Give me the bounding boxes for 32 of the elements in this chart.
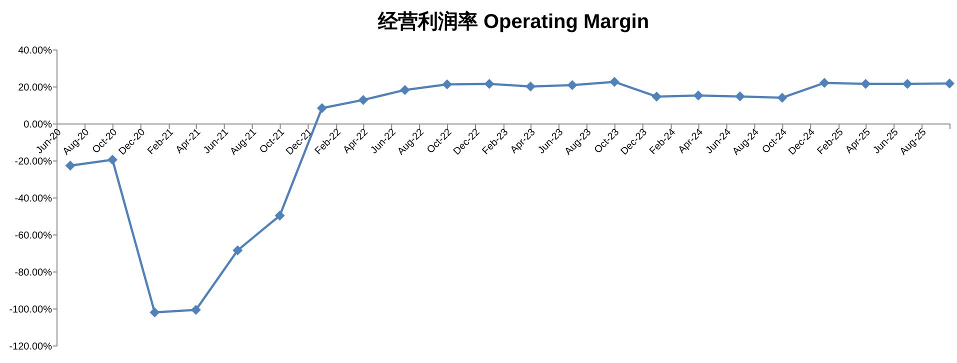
point xyxy=(609,76,620,87)
y-tick-label: 0.00% xyxy=(24,120,52,130)
point xyxy=(400,84,410,95)
chart-title: 经营利润率 Operating Margin xyxy=(376,10,650,33)
y-tick-label: 40.00% xyxy=(18,46,52,56)
point xyxy=(777,92,788,103)
point xyxy=(107,154,118,165)
point xyxy=(232,245,243,256)
y-tick-label: -40.00% xyxy=(14,194,52,204)
point xyxy=(316,103,327,114)
point xyxy=(65,160,76,171)
point xyxy=(902,78,912,89)
y-tick-label: -100.00% xyxy=(9,304,52,316)
point xyxy=(735,91,746,102)
point xyxy=(150,307,160,318)
point xyxy=(819,78,830,88)
point xyxy=(526,81,536,92)
point xyxy=(693,90,704,101)
point xyxy=(860,78,871,89)
point xyxy=(944,78,955,88)
y-tick-label: -120.00% xyxy=(9,342,52,352)
y-tick-label: -80.00% xyxy=(14,268,52,278)
point xyxy=(274,210,285,221)
point xyxy=(652,92,662,102)
y-tick-label: -60.00% xyxy=(14,230,52,242)
y-tick-label: -20.00% xyxy=(14,156,52,168)
y-tick-label: 20.00% xyxy=(18,82,52,94)
point xyxy=(567,80,578,90)
point xyxy=(484,78,494,89)
point xyxy=(358,94,368,105)
point xyxy=(442,79,452,90)
point xyxy=(190,304,201,315)
